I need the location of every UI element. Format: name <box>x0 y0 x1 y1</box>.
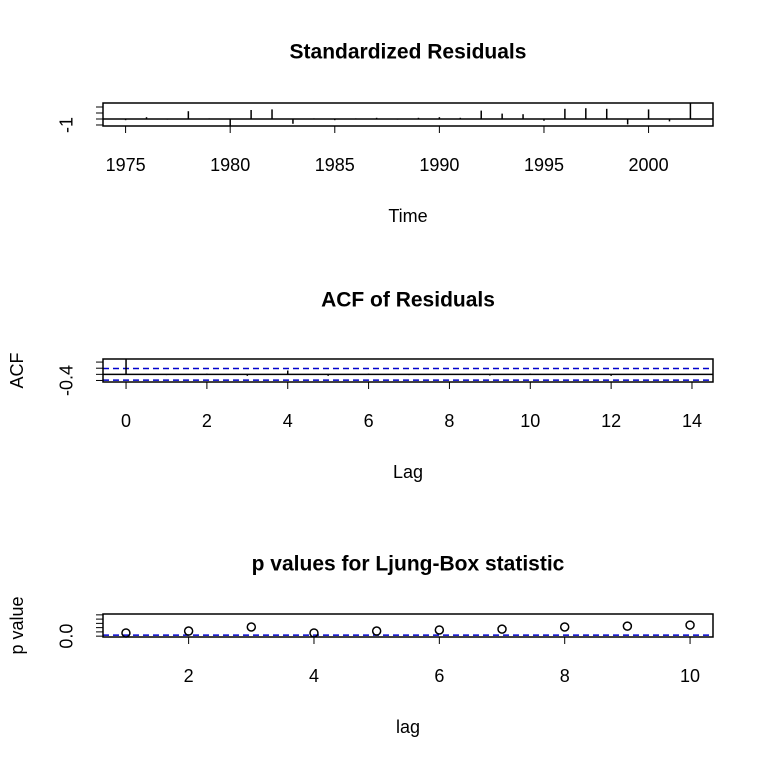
x-axis-label: lag <box>396 717 420 737</box>
y-tick-label: -0.4 <box>57 365 77 396</box>
x-tick-label: 10 <box>680 666 700 686</box>
point <box>559 622 570 632</box>
x-axis-label: Lag <box>393 462 423 482</box>
x-tick-label: 1990 <box>419 155 459 175</box>
chart-title: Standardized Residuals <box>290 41 527 64</box>
x-tick-label: 1995 <box>524 155 564 175</box>
x-tick-label: 4 <box>283 411 293 431</box>
x-tick-label: 12 <box>601 411 621 431</box>
x-tick-label: 6 <box>364 411 374 431</box>
x-tick-label: 2000 <box>629 155 669 175</box>
point <box>246 622 257 632</box>
x-tick-label: 0 <box>121 411 131 431</box>
x-tick-label: 10 <box>520 411 540 431</box>
plot-frame <box>102 613 714 638</box>
x-tick-label: 4 <box>309 666 319 686</box>
x-tick-label: 1980 <box>210 155 250 175</box>
x-tick-label: 1975 <box>106 155 146 175</box>
y-tick-label: -1 <box>57 117 77 133</box>
plot-frame <box>102 102 714 127</box>
x-tick-label: 2 <box>202 411 212 431</box>
chart-title: p values for Ljung-Box statistic <box>252 553 565 576</box>
x-tick-label: 2 <box>184 666 194 686</box>
x-tick-label: 1985 <box>315 155 355 175</box>
x-axis-label: Time <box>388 206 427 226</box>
y-tick-label: 0.0 <box>57 624 77 649</box>
y-axis-label: ACF <box>7 352 27 388</box>
chart-title: ACF of Residuals <box>321 289 495 312</box>
point <box>371 626 382 636</box>
y-axis-label: p value <box>7 596 27 654</box>
point <box>183 626 194 636</box>
x-tick-label: 8 <box>560 666 570 686</box>
x-tick-label: 6 <box>434 666 444 686</box>
x-tick-label: 14 <box>682 411 702 431</box>
x-tick-label: 8 <box>444 411 454 431</box>
point <box>497 624 507 634</box>
point <box>622 621 633 631</box>
plot-frame <box>102 358 714 383</box>
point <box>685 620 695 630</box>
point <box>434 625 445 635</box>
